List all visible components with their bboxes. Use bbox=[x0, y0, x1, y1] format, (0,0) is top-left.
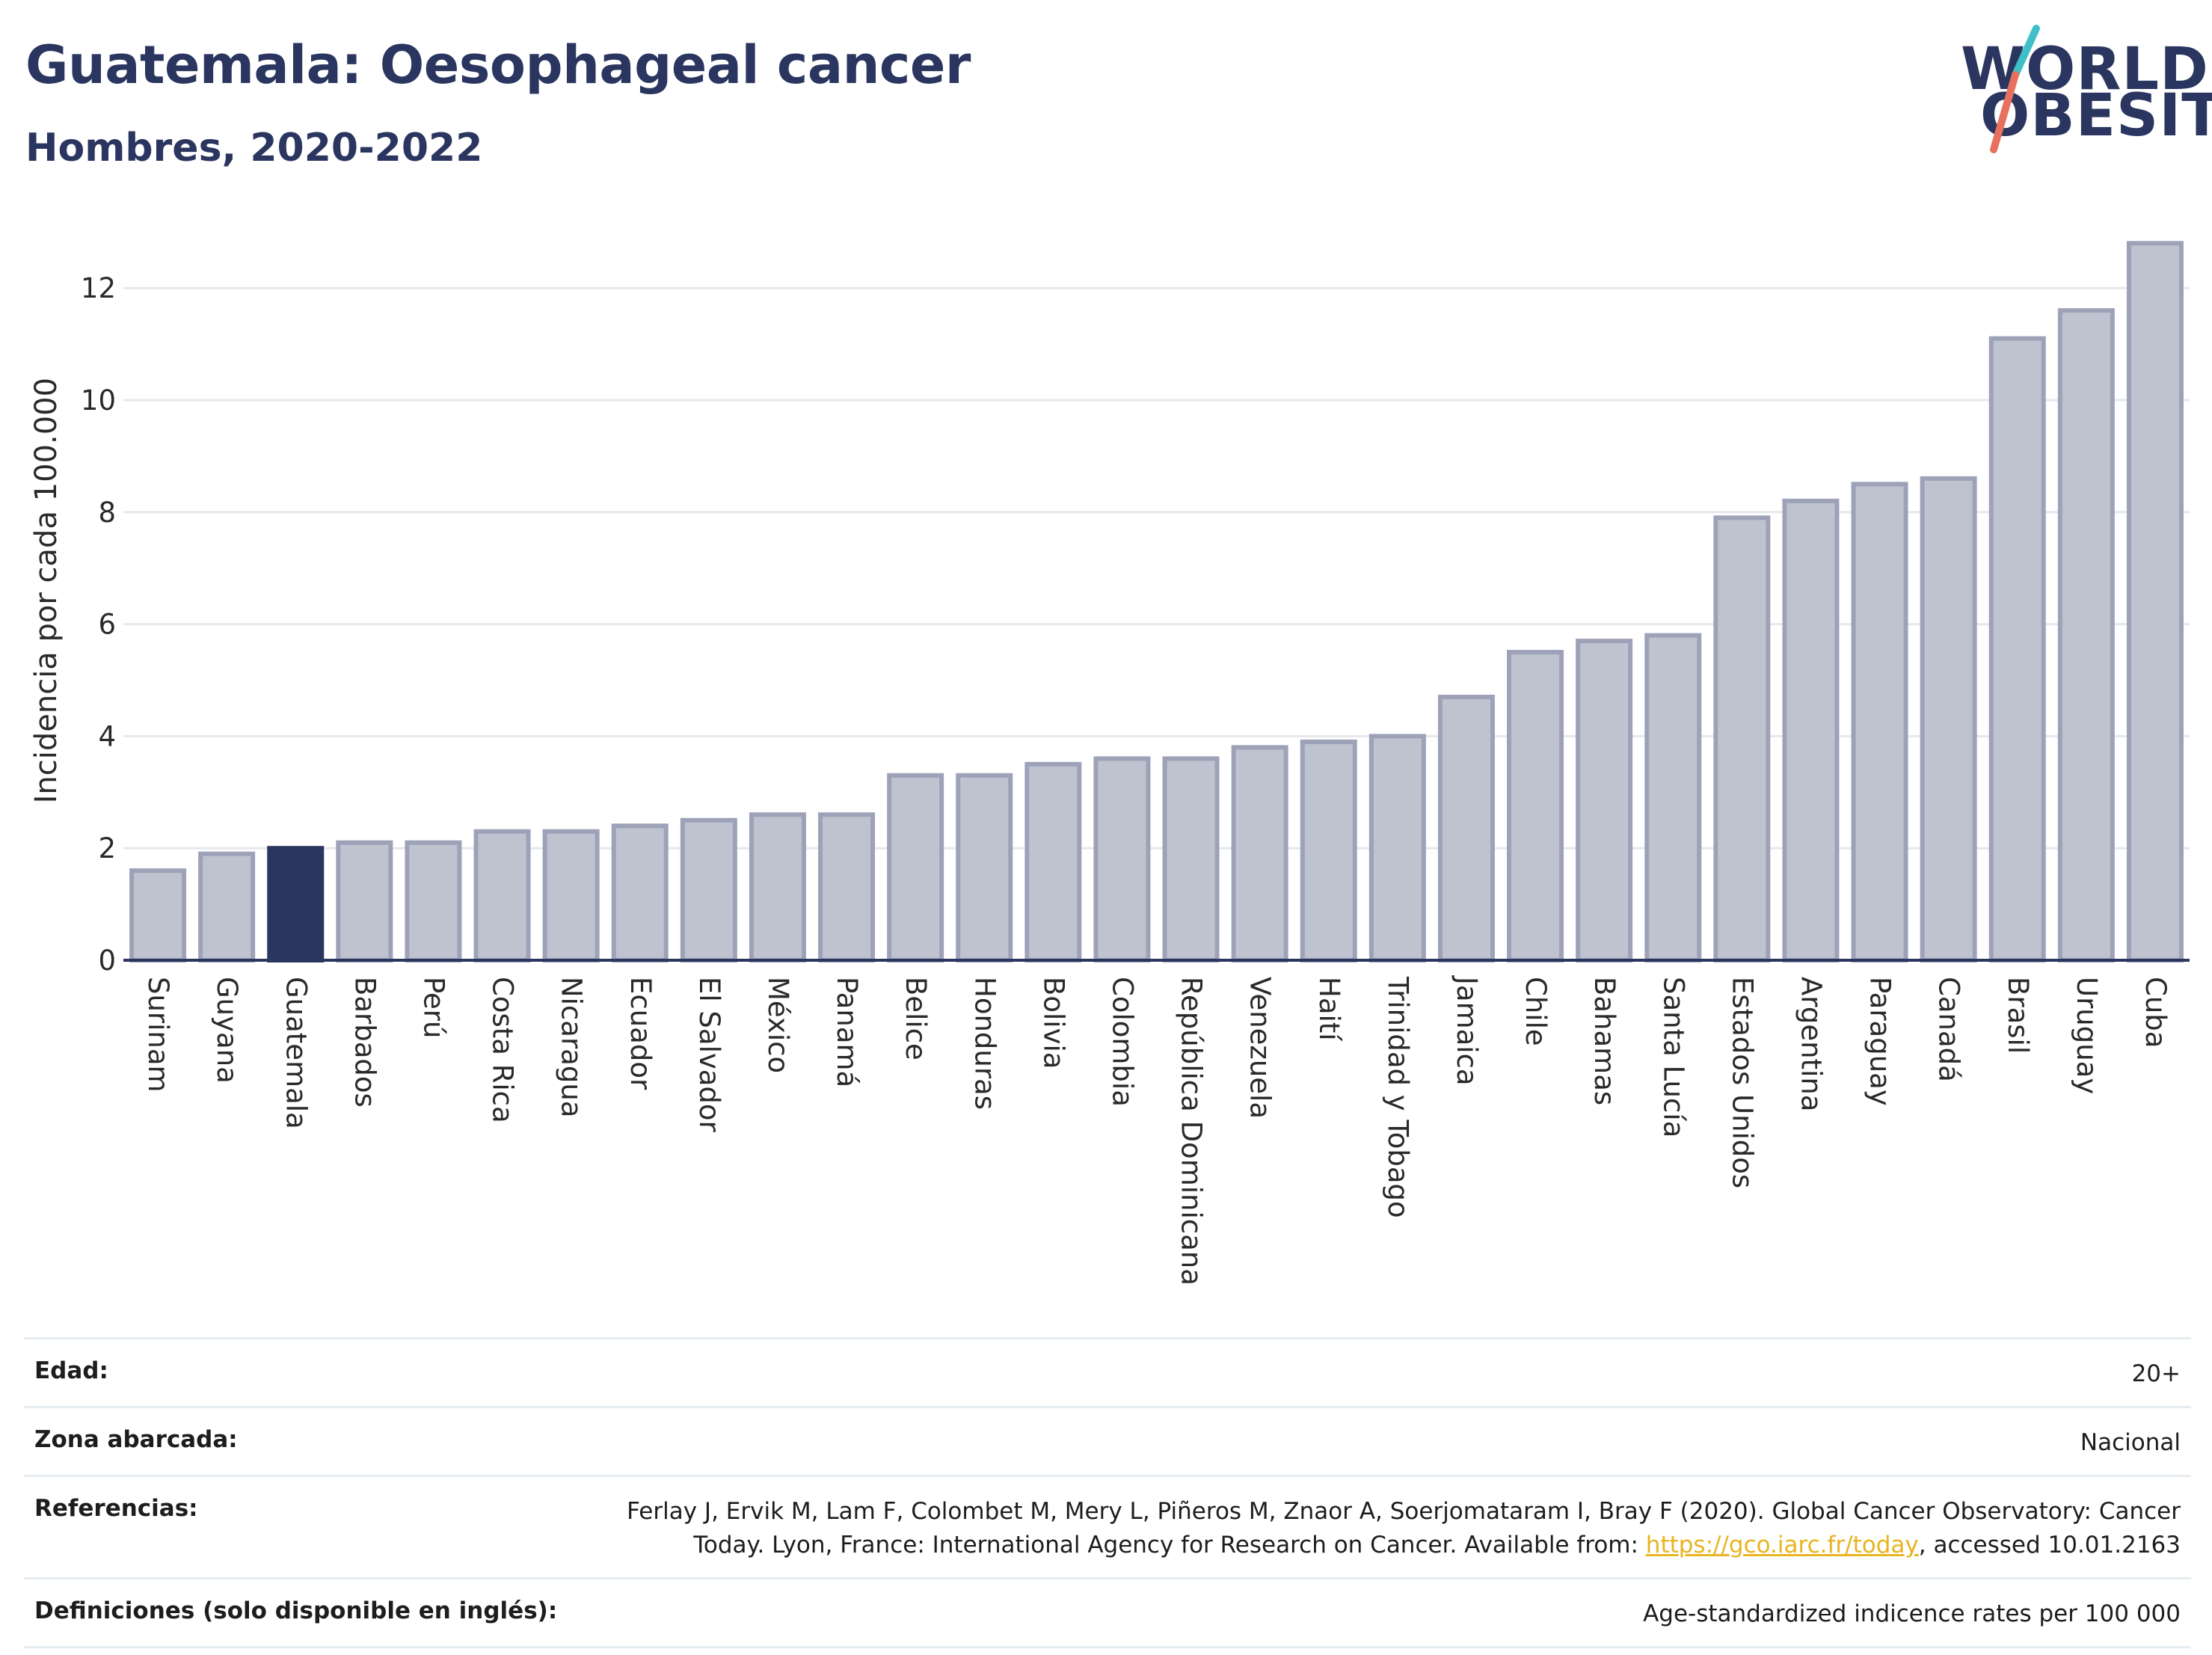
x-tick-label: Honduras bbox=[968, 977, 1001, 1110]
area-value: Nacional bbox=[2080, 1428, 2181, 1456]
logo-line-1: WORLD bbox=[1961, 36, 2209, 103]
chart-subtitle: Hombres, 2020-2022 bbox=[25, 126, 483, 171]
x-tick-label: República Dominicana bbox=[1176, 977, 1208, 1286]
y-tick-label: 10 bbox=[81, 384, 116, 417]
bar-chart: 0 2 4 6 8 10 12 Incidencia por cada 100.000 Suri… bbox=[29, 241, 2190, 1286]
x-tick-label: Argentina bbox=[1795, 977, 1827, 1111]
world-obesity-logo: WORLD OBESITY bbox=[1952, 22, 2212, 157]
x-tick-label: México bbox=[762, 977, 794, 1073]
bar bbox=[1576, 639, 1633, 962]
details-row-references: Referencias: Ferlay J, Ervik M, Lam F, C… bbox=[24, 1474, 2191, 1577]
x-tick-label: Guyana bbox=[211, 977, 243, 1084]
y-tick-label: 8 bbox=[98, 497, 116, 529]
x-tick-label: Bolivia bbox=[1037, 977, 1069, 1069]
details-row-age: Edad: 20+ bbox=[24, 1337, 2191, 1406]
bar bbox=[542, 829, 600, 962]
logo-line-2: OBESITY bbox=[1980, 82, 2212, 150]
x-tick-label: Santa Lucía bbox=[1657, 977, 1689, 1137]
age-value: 20+ bbox=[2131, 1360, 2181, 1387]
bar bbox=[1851, 482, 1908, 963]
y-tick-label: 12 bbox=[81, 272, 116, 304]
bar bbox=[611, 823, 669, 962]
bar bbox=[1300, 739, 1357, 962]
x-tick-label: Costa Rica bbox=[487, 977, 519, 1123]
area-label: Zona abarcada: bbox=[34, 1425, 238, 1453]
x-tick-label: Chile bbox=[1520, 977, 1552, 1046]
x-tick-label: Guatemala bbox=[280, 977, 312, 1129]
bar bbox=[2057, 308, 2115, 963]
x-tick-label: Surinam bbox=[142, 977, 174, 1093]
x-tick-label: Paraguay bbox=[1864, 977, 1896, 1106]
references-text: Ferlay J, Ervik M, Lam F, Colombet M, Me… bbox=[627, 1497, 2181, 1559]
y-tick-label: 6 bbox=[98, 609, 116, 641]
bar bbox=[1162, 756, 1220, 962]
logo-slash-coral bbox=[1990, 71, 2019, 153]
bar bbox=[336, 840, 393, 963]
x-tick-label: Trinidad y Tobago bbox=[1382, 976, 1414, 1218]
details-row-definitions: Definiciones (solo disponible en inglés)… bbox=[24, 1576, 2191, 1648]
x-tick-label: Panamá bbox=[831, 977, 863, 1087]
x-tick-label: Belice bbox=[900, 977, 932, 1060]
x-tick-label: Venezuela bbox=[1244, 977, 1276, 1119]
bar bbox=[1231, 745, 1288, 962]
bar bbox=[956, 773, 1013, 963]
x-tick-label: Ecuador bbox=[624, 977, 657, 1090]
bar bbox=[2126, 241, 2184, 962]
x-tick-label: Colombia bbox=[1106, 977, 1138, 1107]
x-tick-label: Bahamas bbox=[1588, 977, 1620, 1105]
x-tick-label: El Salvador bbox=[693, 977, 725, 1133]
references-accessed: , accessed 10.01.2163 bbox=[1918, 1531, 2181, 1559]
y-tick-label: 0 bbox=[98, 945, 116, 977]
bar bbox=[473, 829, 531, 962]
references-value: Ferlay J, Ervik M, Lam F, Colombet M, Me… bbox=[550, 1495, 2181, 1562]
bar bbox=[1644, 633, 1702, 963]
bar bbox=[1368, 734, 1426, 963]
details-row-area: Zona abarcada: Nacional bbox=[24, 1405, 2191, 1475]
y-axis-title: Incidencia por cada 100.000 bbox=[29, 378, 64, 803]
logo-slash-teal bbox=[2012, 25, 2040, 79]
x-tick-label: Estados Unidos bbox=[1726, 977, 1758, 1188]
bar bbox=[1093, 756, 1151, 962]
references-link[interactable]: https://gco.iarc.fr/today bbox=[1645, 1531, 1919, 1559]
y-tick-label: 4 bbox=[98, 720, 116, 752]
bar bbox=[749, 812, 806, 963]
bar bbox=[1437, 694, 1495, 962]
logo-slash-icon bbox=[1990, 25, 2040, 153]
x-tick-label: Barbados bbox=[348, 977, 381, 1108]
chart-title: Guatemala: Oesophageal cancer bbox=[25, 34, 971, 96]
bar bbox=[129, 868, 187, 962]
bar-highlighted bbox=[267, 846, 325, 963]
bar bbox=[1920, 476, 1977, 962]
bar bbox=[1713, 515, 1771, 963]
references-label: Referencias: bbox=[34, 1494, 198, 1522]
age-label: Edad: bbox=[34, 1357, 108, 1384]
definitions-label: Definiciones (solo disponible en inglés)… bbox=[34, 1597, 558, 1624]
x-tick-label: Perú bbox=[417, 977, 449, 1038]
bar bbox=[405, 840, 462, 963]
bar bbox=[1782, 498, 1840, 962]
y-tick-label: 2 bbox=[98, 832, 116, 865]
bar bbox=[1507, 650, 1564, 962]
bar bbox=[818, 812, 876, 963]
details-table: Edad: 20+ Zona abarcada: Nacional Refere… bbox=[24, 1337, 2191, 1648]
bar bbox=[1024, 761, 1082, 962]
bar bbox=[198, 851, 256, 962]
x-tick-label: Brasil bbox=[2002, 977, 2034, 1054]
x-tick-label: Jamaica bbox=[1451, 975, 1483, 1086]
definitions-value: Age-standardized indicence rates per 100… bbox=[1643, 1600, 2181, 1627]
x-tick-label: Haití bbox=[1313, 977, 1345, 1042]
x-tick-label: Uruguay bbox=[2071, 977, 2103, 1094]
x-tick-label: Nicaragua bbox=[556, 977, 588, 1117]
x-tick-label: Cuba bbox=[2139, 977, 2172, 1048]
bar bbox=[1988, 336, 2046, 963]
bar bbox=[680, 817, 737, 962]
x-tick-label: Canadá bbox=[1933, 977, 1965, 1082]
bar bbox=[887, 773, 944, 963]
